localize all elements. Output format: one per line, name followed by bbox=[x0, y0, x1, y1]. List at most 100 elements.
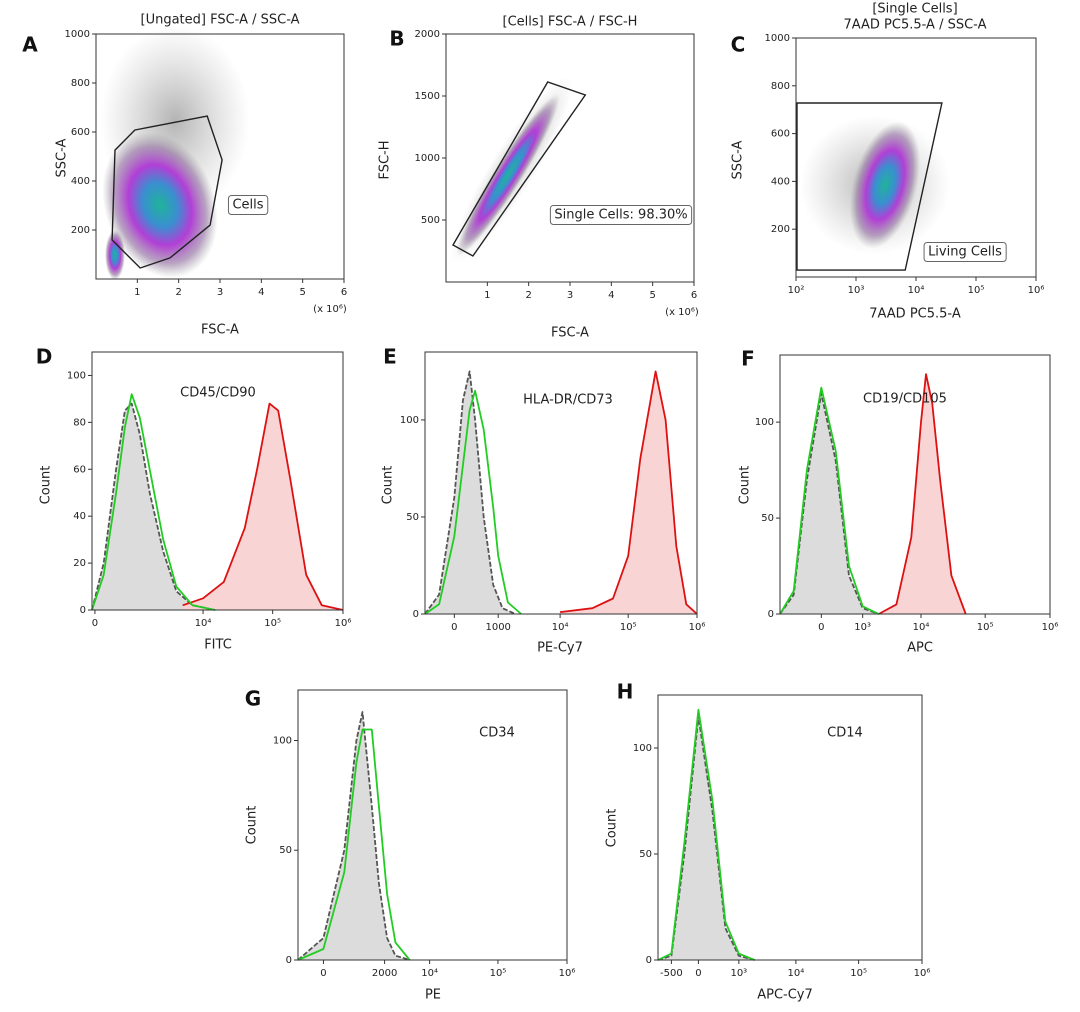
y-tick-label: 50 bbox=[761, 513, 774, 524]
gate-label-box bbox=[227, 195, 269, 215]
x-axis-label: FITC bbox=[204, 638, 232, 653]
x-tick-label: 2 bbox=[525, 290, 531, 301]
panel: B Single Cells: 98.30% 1 2 3 4 5 6 500 1000 1500 20… bbox=[378, 15, 699, 341]
event-cloud bbox=[102, 132, 218, 278]
plot-frame bbox=[424, 351, 698, 615]
panel-letter: E bbox=[383, 345, 397, 369]
gate-label-box bbox=[549, 205, 693, 225]
y-axis-label: Count bbox=[381, 466, 396, 505]
x-tick-label: 0 bbox=[818, 622, 824, 633]
y-tick-label: 20 bbox=[73, 558, 86, 569]
chart-title: [Cells] FSC-A / FSC-H bbox=[503, 15, 638, 30]
panel-letter: C bbox=[731, 33, 746, 57]
plot-frame bbox=[779, 354, 1051, 615]
gate bbox=[796, 102, 943, 271]
x-tick-label: 10⁴ bbox=[908, 285, 925, 296]
y-tick-label: 50 bbox=[406, 512, 419, 523]
histogram-area bbox=[878, 374, 966, 614]
gate-label-box bbox=[923, 242, 1007, 262]
y-axis-label: Count bbox=[245, 806, 260, 845]
histogram-area bbox=[425, 371, 516, 614]
x-tick-label: 3 bbox=[217, 287, 223, 298]
x-unit-label: (x 10⁶) bbox=[313, 304, 347, 315]
panel-letter: F bbox=[741, 347, 755, 371]
gate-label: Single Cells: 98.30% bbox=[554, 208, 687, 223]
x-axis-label: APC bbox=[907, 641, 933, 656]
x-tick-label: 10⁵ bbox=[977, 622, 994, 633]
y-tick-label: 100 bbox=[273, 735, 292, 746]
y-axis-label: SSC-A bbox=[55, 138, 70, 177]
x-axis-label: FSC-A bbox=[201, 323, 239, 338]
x-tick-label: 0 bbox=[451, 622, 457, 633]
y-tick-label: 1500 bbox=[415, 91, 440, 102]
y-tick-label: 60 bbox=[73, 464, 86, 475]
gate bbox=[452, 81, 587, 257]
y-tick-label: 800 bbox=[71, 78, 90, 89]
x-axis-label: PE-Cy7 bbox=[537, 641, 583, 656]
y-axis-label: Count bbox=[605, 809, 620, 848]
x-tick-label: 6 bbox=[691, 290, 697, 301]
y-tick-label: 100 bbox=[67, 370, 86, 381]
y-tick-label: 100 bbox=[633, 743, 652, 754]
x-tick-label: 1 bbox=[134, 287, 140, 298]
x-tick-label: 10⁵ bbox=[490, 968, 507, 979]
y-tick-label: 0 bbox=[646, 955, 652, 966]
panel-letter: G bbox=[245, 687, 261, 711]
plot-frame bbox=[91, 351, 344, 611]
marker-label: CD45/CD90 bbox=[180, 386, 256, 401]
marker-label: HLA-DR/CD73 bbox=[523, 393, 613, 408]
panel: D CD45/CD90 0 10⁴ 10⁵ 10⁶ 0 20 40 60 80 100 FITC Coun… bbox=[36, 345, 352, 653]
x-unit-label: (x 10⁶) bbox=[665, 307, 699, 318]
histogram-line bbox=[91, 393, 216, 611]
y-tick-label: 50 bbox=[279, 845, 292, 856]
histogram-line bbox=[878, 373, 967, 615]
x-tick-label: 10⁵ bbox=[850, 968, 867, 979]
histogram-line bbox=[424, 389, 522, 615]
x-tick-label: 10⁶ bbox=[335, 618, 352, 629]
x-tick-label: 10⁵ bbox=[968, 285, 985, 296]
x-tick-label: 10⁶ bbox=[914, 968, 931, 979]
y-tick-label: 400 bbox=[71, 176, 90, 187]
y-tick-label: 2000 bbox=[415, 29, 440, 40]
panel-letter: H bbox=[617, 680, 634, 704]
plot-frame bbox=[297, 689, 568, 961]
x-tick-label: 10⁶ bbox=[559, 968, 576, 979]
x-tick-label: 5 bbox=[649, 290, 655, 301]
y-tick-label: 200 bbox=[771, 224, 790, 235]
x-tick-label: 10² bbox=[788, 285, 805, 296]
y-tick-label: 0 bbox=[768, 609, 774, 620]
x-tick-label: 2 bbox=[175, 287, 181, 298]
x-tick-label: 6 bbox=[341, 287, 347, 298]
y-tick-label: 600 bbox=[71, 127, 90, 138]
marker-label: CD14 bbox=[827, 726, 863, 741]
panel-letter: A bbox=[22, 33, 38, 57]
y-tick-label: 0 bbox=[80, 605, 86, 616]
histogram-line bbox=[424, 370, 516, 615]
x-tick-label: 4 bbox=[608, 290, 614, 301]
y-axis-label: Count bbox=[738, 466, 753, 505]
marker-label: CD19/CD105 bbox=[863, 392, 947, 407]
y-tick-label: 50 bbox=[639, 849, 652, 860]
x-tick-label: 2000 bbox=[372, 968, 397, 979]
x-tick-label: 3 bbox=[567, 290, 573, 301]
x-tick-label: 10⁶ bbox=[689, 622, 706, 633]
y-tick-label: 500 bbox=[421, 215, 440, 226]
y-tick-label: 100 bbox=[400, 415, 419, 426]
x-tick-label: 10⁵ bbox=[620, 622, 637, 633]
y-tick-label: 800 bbox=[771, 81, 790, 92]
event-cloud bbox=[105, 230, 125, 280]
gate-label: Living Cells bbox=[928, 245, 1002, 260]
x-tick-label: 1 bbox=[484, 290, 490, 301]
x-tick-label: 10⁵ bbox=[264, 618, 281, 629]
y-tick-label: 400 bbox=[771, 176, 790, 187]
chart-title: 7AAD PC5.5-A / SSC-A bbox=[844, 18, 987, 33]
x-tick-label: 4 bbox=[258, 287, 264, 298]
y-tick-label: 600 bbox=[771, 129, 790, 140]
histogram-area bbox=[298, 712, 410, 960]
x-tick-label: 10⁴ bbox=[913, 622, 930, 633]
x-tick-label: 10⁴ bbox=[788, 968, 805, 979]
histogram-area bbox=[92, 403, 216, 610]
y-tick-label: 80 bbox=[73, 417, 86, 428]
